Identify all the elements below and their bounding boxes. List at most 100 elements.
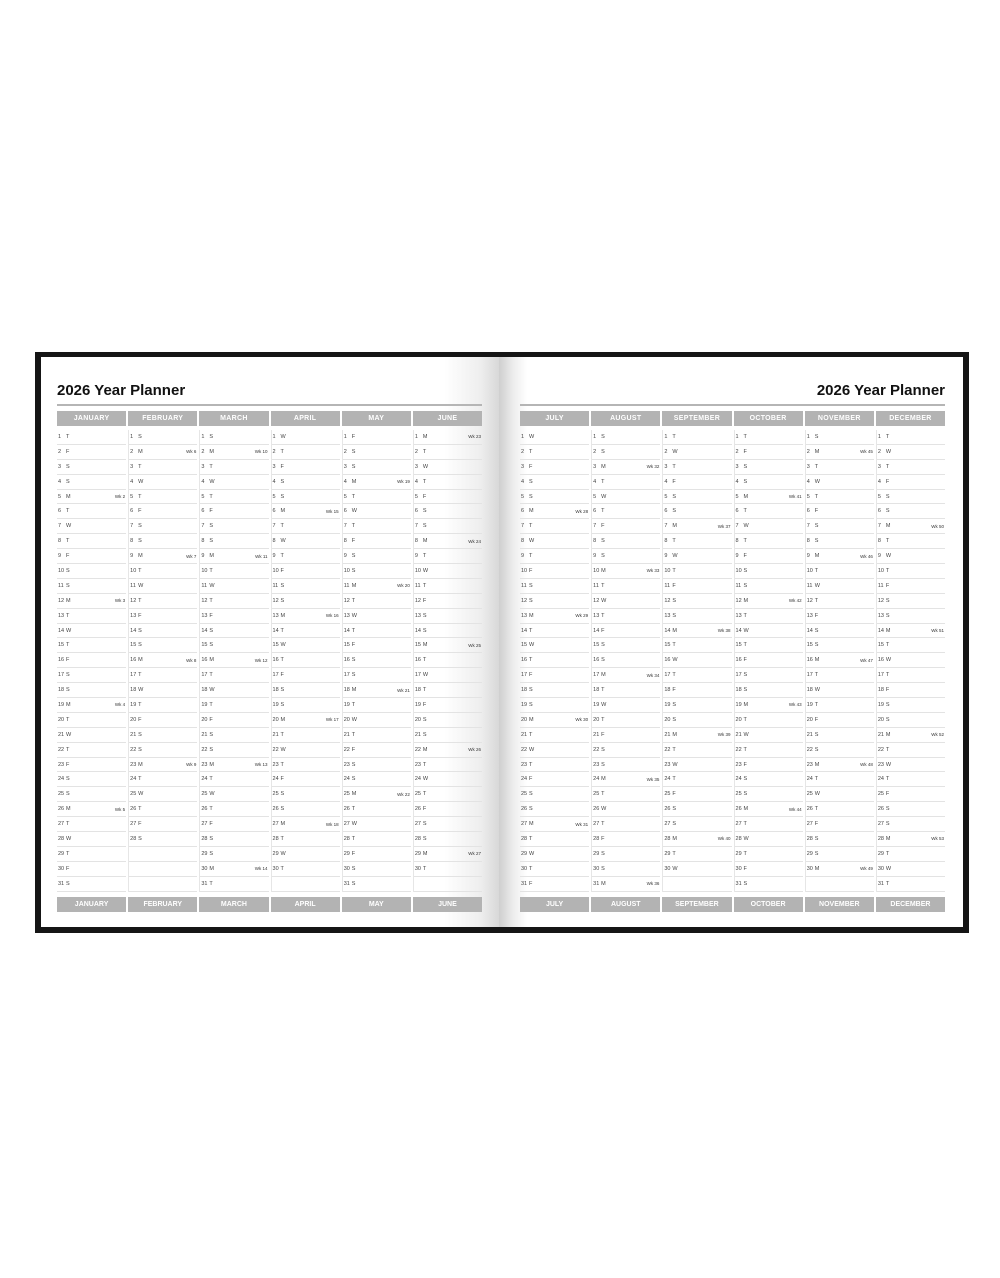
day-row[interactable]: 23 S bbox=[592, 758, 661, 773]
day-row[interactable]: 5 M Wk 41 bbox=[734, 490, 803, 505]
day-row[interactable]: 22 S bbox=[592, 743, 661, 758]
day-row[interactable]: 27 M Wk 31 bbox=[520, 817, 590, 833]
day-row[interactable]: 24 S bbox=[342, 772, 411, 788]
day-row[interactable]: 11 W bbox=[200, 579, 269, 594]
day-row[interactable]: 21 W bbox=[734, 728, 803, 743]
day-row[interactable]: 20 T bbox=[734, 713, 803, 728]
day-row[interactable]: 27 S bbox=[413, 817, 483, 833]
day-row[interactable]: 9 M Wk 11 bbox=[200, 549, 269, 565]
day-row[interactable]: 23 T bbox=[413, 758, 483, 773]
day-row[interactable] bbox=[413, 877, 483, 892]
day-row[interactable]: 31 S bbox=[734, 877, 803, 892]
day-row[interactable]: 15 S bbox=[200, 638, 269, 654]
day-row[interactable]: 18 T bbox=[413, 683, 483, 699]
day-row[interactable]: 28 M Wk 53 bbox=[876, 832, 946, 847]
day-row[interactable]: 13 T bbox=[592, 609, 661, 624]
day-row[interactable]: 13 S bbox=[876, 609, 946, 624]
day-row[interactable]: 17 T bbox=[805, 668, 874, 684]
day-row[interactable]: 28 S bbox=[200, 832, 269, 847]
day-row[interactable]: 16 M Wk 8 bbox=[129, 653, 198, 669]
day-row[interactable]: 12 T bbox=[342, 594, 411, 609]
day-row[interactable]: 26 S bbox=[520, 802, 590, 818]
day-row[interactable]: 19 S bbox=[876, 698, 946, 713]
day-row[interactable]: 25 T bbox=[413, 787, 483, 803]
day-row[interactable]: 19 M Wk 43 bbox=[734, 698, 803, 713]
day-row[interactable]: 11 M Wk 20 bbox=[342, 579, 411, 594]
day-row[interactable]: 26 T bbox=[805, 802, 874, 818]
day-row[interactable]: 22 M Wk 26 bbox=[413, 743, 483, 758]
day-row[interactable]: 15 T bbox=[57, 638, 127, 654]
day-row[interactable]: 11 W bbox=[805, 579, 874, 594]
day-row[interactable] bbox=[129, 877, 198, 892]
day-row[interactable]: 9 M Wk 46 bbox=[805, 549, 874, 565]
day-row[interactable]: 28 S bbox=[413, 832, 483, 847]
day-row[interactable]: 21 M Wk 39 bbox=[663, 728, 732, 743]
day-row[interactable]: 30 T bbox=[413, 862, 483, 877]
day-row[interactable]: 22 W bbox=[271, 743, 340, 758]
day-row[interactable]: 16 W bbox=[663, 653, 732, 669]
day-row[interactable]: 20 W bbox=[342, 713, 411, 728]
day-row[interactable]: 11 W bbox=[129, 579, 198, 594]
day-row[interactable]: 24 T bbox=[129, 772, 198, 788]
day-row[interactable]: 29 M Wk 27 bbox=[413, 847, 483, 862]
day-row[interactable]: 13 W bbox=[342, 609, 411, 624]
day-row[interactable]: 2 M Wk 6 bbox=[129, 445, 198, 460]
day-row[interactable]: 23 M Wk 13 bbox=[200, 758, 269, 773]
day-row[interactable]: 9 M Wk 7 bbox=[129, 549, 198, 565]
day-row[interactable]: 17 W bbox=[413, 668, 483, 684]
day-row[interactable]: 16 M Wk 47 bbox=[805, 653, 874, 669]
day-row[interactable]: 12 M Wk 3 bbox=[57, 594, 127, 609]
day-row[interactable]: 12 T bbox=[805, 594, 874, 609]
day-row[interactable]: 28 S bbox=[805, 832, 874, 847]
day-row[interactable]: 24 T bbox=[663, 772, 732, 788]
day-row[interactable]: 19 S bbox=[271, 698, 340, 713]
day-row[interactable]: 18 S bbox=[520, 683, 590, 699]
day-row[interactable]: 26 W bbox=[592, 802, 661, 818]
day-row[interactable]: 25 M Wk 22 bbox=[342, 787, 411, 803]
day-row[interactable]: 16 M Wk 12 bbox=[200, 653, 269, 669]
day-row[interactable]: 15 W bbox=[520, 638, 590, 654]
day-row[interactable]: 14 S bbox=[805, 624, 874, 639]
day-row[interactable]: 1 M Wk 23 bbox=[413, 430, 483, 445]
day-row[interactable]: 10 S bbox=[342, 564, 411, 579]
day-row[interactable]: 11 F bbox=[876, 579, 946, 594]
day-row[interactable]: 26 T bbox=[342, 802, 411, 818]
day-row[interactable]: 28 W bbox=[734, 832, 803, 847]
day-row[interactable]: 11 S bbox=[57, 579, 127, 594]
day-row[interactable]: 17 S bbox=[57, 668, 127, 684]
day-row[interactable]: 29 W bbox=[520, 847, 590, 862]
day-row[interactable]: 18 M Wk 21 bbox=[342, 683, 411, 699]
day-row[interactable]: 29 T bbox=[734, 847, 803, 862]
day-row[interactable]: 28 S bbox=[129, 832, 198, 847]
day-row[interactable]: 26 S bbox=[663, 802, 732, 818]
day-row[interactable]: 22 F bbox=[342, 743, 411, 758]
day-row[interactable]: 5 M Wk 2 bbox=[57, 490, 127, 505]
day-row[interactable]: 19 T bbox=[200, 698, 269, 713]
day-row[interactable]: 14 T bbox=[342, 624, 411, 639]
